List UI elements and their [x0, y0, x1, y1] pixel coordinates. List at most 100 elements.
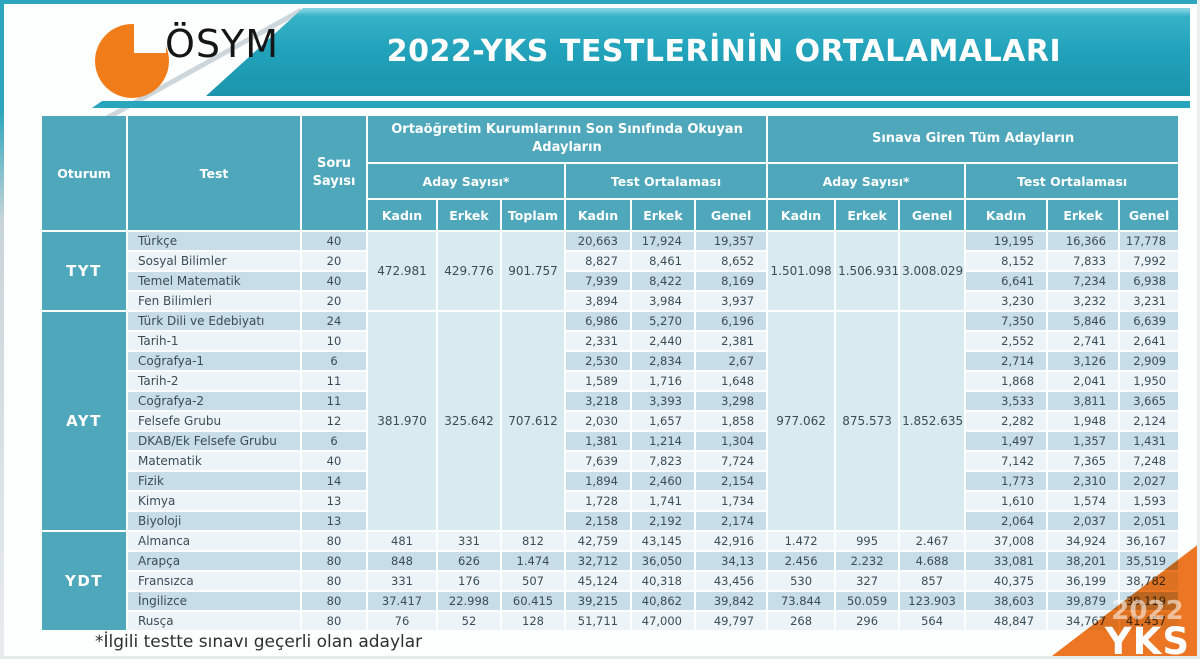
- school-avg-cell: 2,530: [566, 352, 630, 370]
- school-avg-cell: 8,827: [566, 252, 630, 270]
- school-avg-cell: 2,158: [566, 512, 630, 530]
- all-count-cell: 327: [836, 572, 898, 590]
- soru-sayisi-cell: 80: [302, 592, 366, 610]
- all-avg-cell: 36,199: [1048, 572, 1118, 590]
- test-name-cell: Tarih-1: [128, 332, 300, 350]
- all-avg-cell: 2,027: [1120, 472, 1178, 490]
- all-count-cell: 1.852.635: [900, 312, 964, 530]
- school-avg-cell: 7,823: [632, 452, 694, 470]
- all-count-cell: 50.059: [836, 592, 898, 610]
- all-avg-cell: 3,533: [966, 392, 1046, 410]
- soru-sayisi-cell: 20: [302, 252, 366, 270]
- all-avg-cell: 3,811: [1048, 392, 1118, 410]
- soru-sayisi-cell: 13: [302, 492, 366, 510]
- group-header-all: Sınava Giren Tüm Adayların: [768, 116, 1178, 162]
- all-count-cell: 2.467: [900, 532, 964, 550]
- col-header-genel: Genel: [1120, 200, 1178, 230]
- all-avg-cell: 16,366: [1048, 232, 1118, 250]
- corner-badge: 2022 YKS: [1105, 598, 1190, 659]
- top-edge-line: [0, 0, 1200, 4]
- all-avg-cell: 2,051: [1120, 512, 1178, 530]
- osym-logo-text: ÖSYM: [165, 22, 279, 66]
- left-edge-line: [0, 0, 4, 659]
- school-count-cell: 481: [368, 532, 436, 550]
- soru-sayisi-cell: 80: [302, 572, 366, 590]
- test-name-cell: Temel Matematik: [128, 272, 300, 290]
- osym-logo: ÖSYM: [95, 24, 169, 98]
- school-avg-cell: 1,214: [632, 432, 694, 450]
- school-count-cell: 381.970: [368, 312, 436, 530]
- col-header-oturum: Oturum: [42, 116, 126, 230]
- school-avg-cell: 3,218: [566, 392, 630, 410]
- all-avg-cell: 3,232: [1048, 292, 1118, 310]
- school-avg-cell: 43,145: [632, 532, 694, 550]
- all-avg-cell: 17,778: [1120, 232, 1178, 250]
- col-header-soru-sayisi: Soru Sayısı: [302, 116, 366, 230]
- school-avg-cell: 19,357: [696, 232, 766, 250]
- school-count-cell: 22.998: [438, 592, 500, 610]
- all-avg-cell: 1,593: [1120, 492, 1178, 510]
- soru-sayisi-cell: 6: [302, 432, 366, 450]
- test-name-cell: Fransızca: [128, 572, 300, 590]
- all-avg-cell: 8,152: [966, 252, 1046, 270]
- all-avg-cell: 3,665: [1120, 392, 1178, 410]
- school-avg-cell: 2,192: [632, 512, 694, 530]
- school-count-cell: 331: [438, 532, 500, 550]
- test-name-cell: Arapça: [128, 552, 300, 570]
- school-avg-cell: 51,711: [566, 612, 630, 630]
- all-avg-cell: 1,497: [966, 432, 1046, 450]
- school-avg-cell: 1,741: [632, 492, 694, 510]
- test-name-cell: Türkçe: [128, 232, 300, 250]
- all-avg-cell: 5,846: [1048, 312, 1118, 330]
- all-avg-cell: 2,741: [1048, 332, 1118, 350]
- school-count-cell: 472.981: [368, 232, 436, 310]
- all-avg-cell: 48,847: [966, 612, 1046, 630]
- all-avg-cell: 6,639: [1120, 312, 1178, 330]
- all-avg-cell: 2,064: [966, 512, 1046, 530]
- school-avg-cell: 17,924: [632, 232, 694, 250]
- col-header-erkek: Erkek: [632, 200, 694, 230]
- section-cell-ayt: AYT: [42, 312, 126, 530]
- test-name-cell: Sosyal Bilimler: [128, 252, 300, 270]
- school-avg-cell: 7,724: [696, 452, 766, 470]
- test-name-cell: Felsefe Grubu: [128, 412, 300, 430]
- school-avg-cell: 47,000: [632, 612, 694, 630]
- all-avg-cell: 7,142: [966, 452, 1046, 470]
- school-avg-cell: 2,834: [632, 352, 694, 370]
- school-count-cell: 901.757: [502, 232, 564, 310]
- all-count-cell: 977.062: [768, 312, 834, 530]
- all-avg-cell: 7,833: [1048, 252, 1118, 270]
- school-avg-cell: 2,174: [696, 512, 766, 530]
- school-avg-cell: 43,456: [696, 572, 766, 590]
- all-count-cell: 296: [836, 612, 898, 630]
- test-name-cell: Rusça: [128, 612, 300, 630]
- all-avg-cell: 7,365: [1048, 452, 1118, 470]
- school-avg-cell: 1,734: [696, 492, 766, 510]
- all-count-cell: 2.232: [836, 552, 898, 570]
- school-avg-cell: 5,270: [632, 312, 694, 330]
- all-avg-cell: 7,350: [966, 312, 1046, 330]
- test-name-cell: Coğrafya-2: [128, 392, 300, 410]
- school-avg-cell: 1,858: [696, 412, 766, 430]
- school-avg-cell: 36,050: [632, 552, 694, 570]
- all-count-cell: 1.506.931: [836, 232, 898, 310]
- all-avg-cell: 2,041: [1048, 372, 1118, 390]
- school-count-cell: 60.415: [502, 592, 564, 610]
- school-avg-cell: 45,124: [566, 572, 630, 590]
- osym-logo-icon: [95, 24, 169, 98]
- col-header-erkek: Erkek: [438, 200, 500, 230]
- all-avg-cell: 6,938: [1120, 272, 1178, 290]
- school-count-cell: 848: [368, 552, 436, 570]
- all-avg-cell: 1,773: [966, 472, 1046, 490]
- school-avg-cell: 20,663: [566, 232, 630, 250]
- col-header-genel: Genel: [900, 200, 964, 230]
